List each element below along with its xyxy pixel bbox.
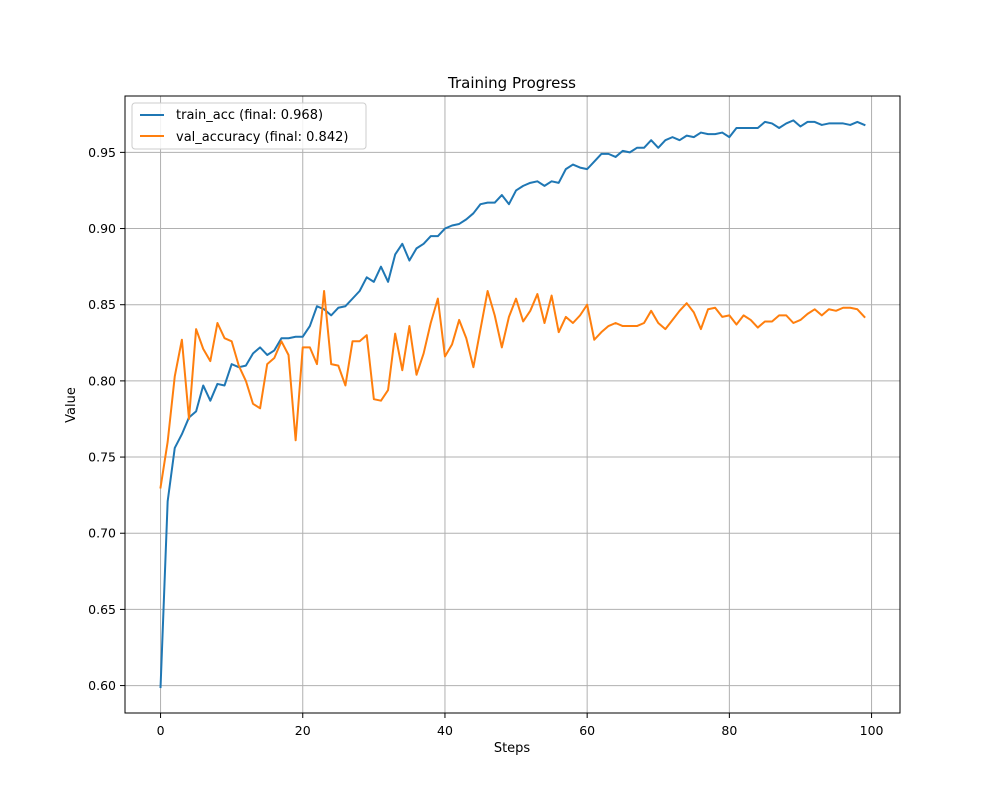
y-tick-label: 0.60 (88, 678, 116, 693)
y-tick-label: 0.75 (88, 450, 116, 465)
x-tick-label: 0 (157, 723, 165, 738)
chart-title: Training Progress (447, 74, 576, 92)
y-tick-label: 0.95 (88, 145, 116, 160)
y-tick-label: 0.90 (88, 221, 116, 236)
axis-ticks: 0 20 40 60 80 100 0.60 0.65 0.70 0.75 0.80 0.85 0.90… (88, 145, 883, 738)
legend-label-val-accuracy: val_accuracy (final: 0.842) (176, 130, 348, 145)
y-axis-label: Value (64, 387, 79, 423)
data-series (159, 119, 866, 689)
y-tick-label: 0.85 (88, 297, 116, 312)
series-line-train-acc (159, 119, 866, 689)
x-tick-label: 20 (295, 723, 311, 738)
legend-label-train-acc: train_acc (final: 0.968) (176, 108, 323, 123)
y-tick-label: 0.80 (88, 373, 116, 388)
legend: train_acc (final: 0.968) val_accuracy (f… (131, 102, 367, 150)
grid-lines (125, 96, 900, 713)
y-tick-label: 0.65 (88, 602, 116, 617)
x-tick-label: 40 (437, 723, 453, 738)
x-tick-label: 60 (579, 723, 595, 738)
y-tick-label: 0.70 (88, 526, 116, 541)
x-tick-label: 80 (721, 723, 737, 738)
x-tick-label: 100 (860, 723, 884, 738)
x-axis-label: Steps (494, 741, 531, 756)
legend-box (131, 102, 367, 150)
series-line-val-accuracy (159, 290, 866, 489)
plot-frame (124, 95, 901, 714)
plot-area (125, 96, 900, 713)
